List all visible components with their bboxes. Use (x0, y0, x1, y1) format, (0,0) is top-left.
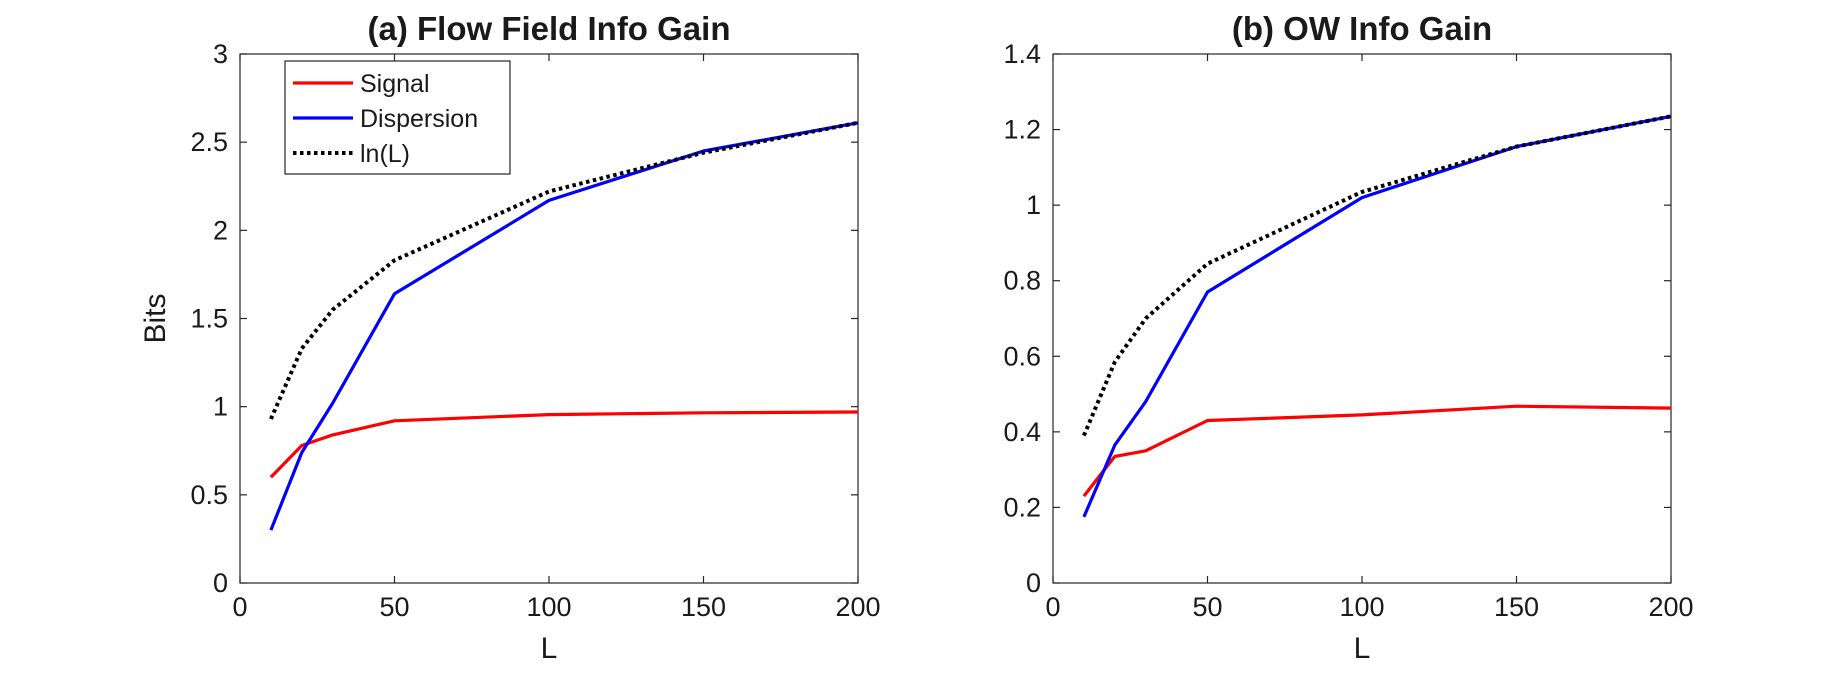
series-line-ln-l (1082, 114, 1672, 437)
y-tick-label: 1.4 (1003, 39, 1041, 69)
y-tick-label: 0.5 (190, 480, 228, 510)
x-tick-label: 150 (681, 592, 726, 622)
legend-label: Dispersion (360, 105, 478, 133)
series-line-dispersion (1082, 114, 1672, 518)
chart-1: (b) OW Info Gain 0 50 100 150 200 0 0.2 0.4 0.6 0.… (1003, 10, 1693, 665)
y-tick-label: 1.5 (190, 304, 228, 334)
series-line-signal (1082, 404, 1672, 498)
y-tick-label: 0.4 (1003, 417, 1041, 447)
x-tick-label: 0 (1045, 592, 1060, 622)
y-tick-label: 1 (213, 392, 228, 422)
legend: Signal Dispersion ln(L) (284, 60, 511, 175)
y-tick-label: 2.5 (190, 127, 228, 157)
x-tick-label: 150 (1494, 592, 1539, 622)
x-tick-label: 50 (1192, 592, 1222, 622)
legend-label: Signal (360, 70, 430, 98)
x-tick-label: 200 (835, 592, 880, 622)
chart-title: (b) OW Info Gain (1232, 10, 1492, 47)
y-tick-label: 2 (213, 215, 228, 245)
x-axis-label: L (541, 632, 558, 665)
chart-title: (a) Flow Field Info Gain (368, 10, 731, 47)
y-tick-label: 0 (213, 568, 228, 598)
y-tick-label: 1.2 (1003, 115, 1041, 145)
y-tick-label: 0 (1026, 568, 1041, 598)
y-tick-label: 0.6 (1003, 341, 1041, 371)
y-tick-label: 0.2 (1003, 492, 1041, 522)
series-line-ln-l (269, 120, 859, 420)
x-axis-label: L (1354, 632, 1371, 665)
x-tick-label: 0 (232, 592, 247, 622)
series-line-dispersion (269, 121, 859, 531)
x-tick-label: 100 (1339, 592, 1384, 622)
y-tick-label: 0.8 (1003, 266, 1041, 296)
x-tick-label: 100 (526, 592, 571, 622)
y-axis-label: Bits (139, 293, 172, 343)
series-line-signal (269, 410, 859, 479)
chart-0: (a) Flow Field Info Gain 0 50 100 150 200 0 0.5… (139, 10, 881, 665)
x-tick-label: 50 (379, 592, 409, 622)
legend-label: ln(L) (360, 140, 410, 168)
y-tick-label: 3 (213, 39, 228, 69)
x-tick-label: 200 (1648, 592, 1693, 622)
y-tick-label: 1 (1026, 190, 1041, 220)
